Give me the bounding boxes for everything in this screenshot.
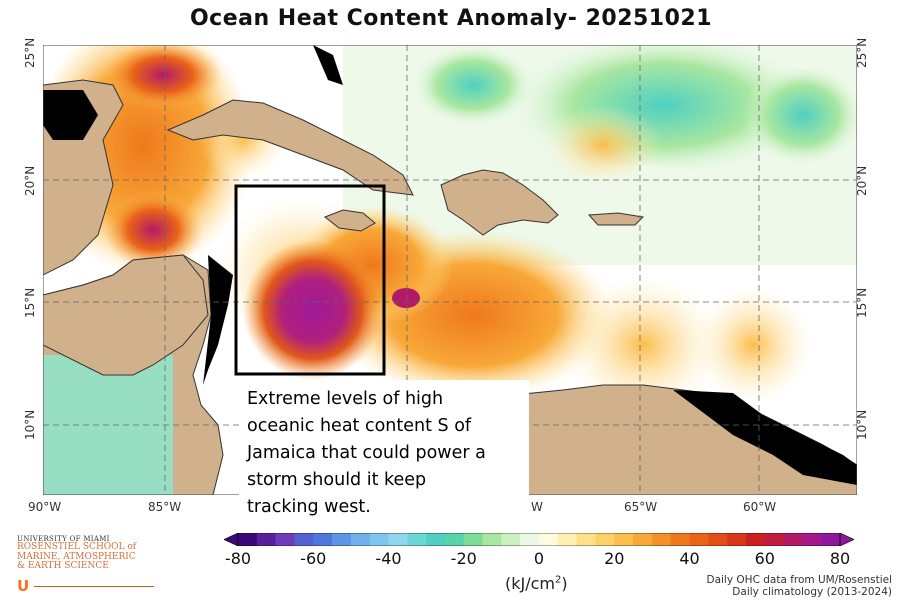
annotation-line: oceanic heat content S of (247, 416, 472, 436)
lon-label-60w: 60°W (743, 500, 777, 514)
lon-label-85w: 85°W (148, 500, 182, 514)
colorbar-swatch (708, 533, 728, 546)
colorbar-swatch (651, 533, 671, 546)
annotation-line: storm should it keep (247, 470, 427, 490)
colorbar-tick-label: -40 (375, 549, 402, 568)
units-prefix: (kJ/cm (505, 574, 555, 593)
annotation-line: Jamaica that could power a (247, 443, 486, 463)
colorbar-swatch (463, 533, 483, 546)
logo-university: UNIVERSITY OF MIAMI (17, 535, 110, 543)
lat-label-15n: 15°N (23, 287, 37, 318)
units-superscript: 2 (555, 574, 562, 586)
logo-school-line: ROSENSTIEL SCHOOL of (17, 542, 137, 552)
credit-line-2: Daily climatology (2013-2024) (732, 586, 892, 598)
colorbar-swatch (444, 533, 465, 546)
lon-label-70w-partial: W (531, 500, 543, 514)
annotation-line: tracking west. (247, 497, 371, 517)
lat-label-20n: 20°N (23, 165, 37, 196)
lat-label-10n: 10°N (23, 409, 37, 440)
colorbar-swatch (482, 533, 502, 546)
colorbar-swatch (313, 533, 333, 546)
colorbar-swatch (595, 533, 615, 546)
logo-school-line: MARINE, ATMOSPHERIC (17, 551, 136, 562)
no-data (43, 45, 857, 485)
highlight-box (234, 184, 386, 376)
rosenstiel-logo: UNIVERSITY OF MIAMI ROSENSTIEL SCHOOL of… (17, 535, 136, 572)
colorbar-swatch (238, 533, 258, 546)
lat-label-15n-right: 15°N (855, 287, 869, 318)
ohc-anomaly-map (43, 45, 857, 495)
colorbar-swatch (501, 533, 521, 546)
graticule (43, 45, 857, 495)
lon-label-65w: 65°W (624, 500, 658, 514)
lon-label-90w: 90°W (28, 500, 62, 514)
colorbar-swatch (689, 533, 709, 546)
colorbar-tick-label: 20 (604, 549, 625, 568)
colorbar-swatch (802, 533, 822, 546)
colorbar-swatch (614, 533, 634, 546)
annotation-box: Extreme levels of high oceanic heat cont… (239, 380, 529, 525)
colorbar-swatch (256, 533, 276, 546)
colorbar-swatch (670, 533, 690, 546)
colorbar-swatch (557, 533, 577, 546)
um-logo-icon: U (17, 577, 30, 595)
colorbar-swatch (350, 533, 370, 546)
colorbar-swatch (783, 533, 803, 546)
colorbar-tick-label: -20 (450, 549, 477, 568)
colorbar-tick-label: -80 (224, 549, 252, 568)
colorbar-swatch (745, 533, 766, 546)
annotation-line: Extreme levels of high (247, 389, 444, 409)
colorbar (224, 533, 854, 546)
lat-label-25n: 25°N (23, 37, 37, 68)
colorbar-swatch (821, 533, 841, 546)
colorbar-tick-label: -60 (300, 549, 327, 568)
colorbar-swatch (369, 533, 389, 546)
lat-label-20n-right: 20°N (855, 165, 869, 196)
colorbar-tick-label: 60 (754, 549, 775, 568)
colorbar-tick-label: 0 (533, 549, 545, 568)
colorbar-swatch (576, 533, 596, 546)
colorbar-swatch (539, 533, 559, 546)
logo-school-line: & EARTH SCIENCE (17, 561, 109, 571)
map-title: Ocean Heat Content Anomaly- 20251021 (189, 6, 713, 31)
colorbar-swatch (727, 533, 747, 546)
anomaly-field (43, 45, 857, 415)
colorbar-swatch (633, 533, 653, 546)
colorbar-swatch (407, 533, 427, 546)
colorbar-units: (kJ/cm2) (505, 574, 568, 593)
logo-divider (34, 586, 154, 587)
colorbar-swatch (294, 533, 314, 546)
colorbar-tick-label: 40 (679, 549, 700, 568)
credit-line-1: Daily OHC data from UM/Rosenstiel (706, 574, 893, 586)
colorbar-swatch (388, 533, 408, 546)
colorbar-swatch (520, 533, 540, 546)
lat-label-25n-right: 25°N (855, 37, 869, 68)
lat-label-10n-right: 10°N (855, 409, 869, 440)
colorbar-swatch (275, 533, 295, 546)
colorbar-swatch (426, 533, 446, 546)
colorbar-border (237, 533, 841, 546)
colorbar-swatch (764, 533, 784, 546)
colorbar-swatch (332, 533, 352, 546)
colorbar-extend-high (839, 533, 854, 546)
colorbar-extend-low (224, 533, 239, 546)
units-suffix: ) (561, 574, 568, 593)
colorbar-tick-label: 80 (829, 549, 851, 568)
